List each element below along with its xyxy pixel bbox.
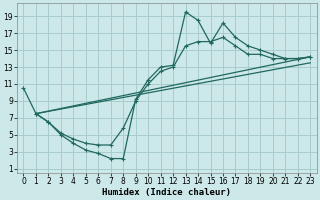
X-axis label: Humidex (Indice chaleur): Humidex (Indice chaleur) [102, 188, 231, 197]
